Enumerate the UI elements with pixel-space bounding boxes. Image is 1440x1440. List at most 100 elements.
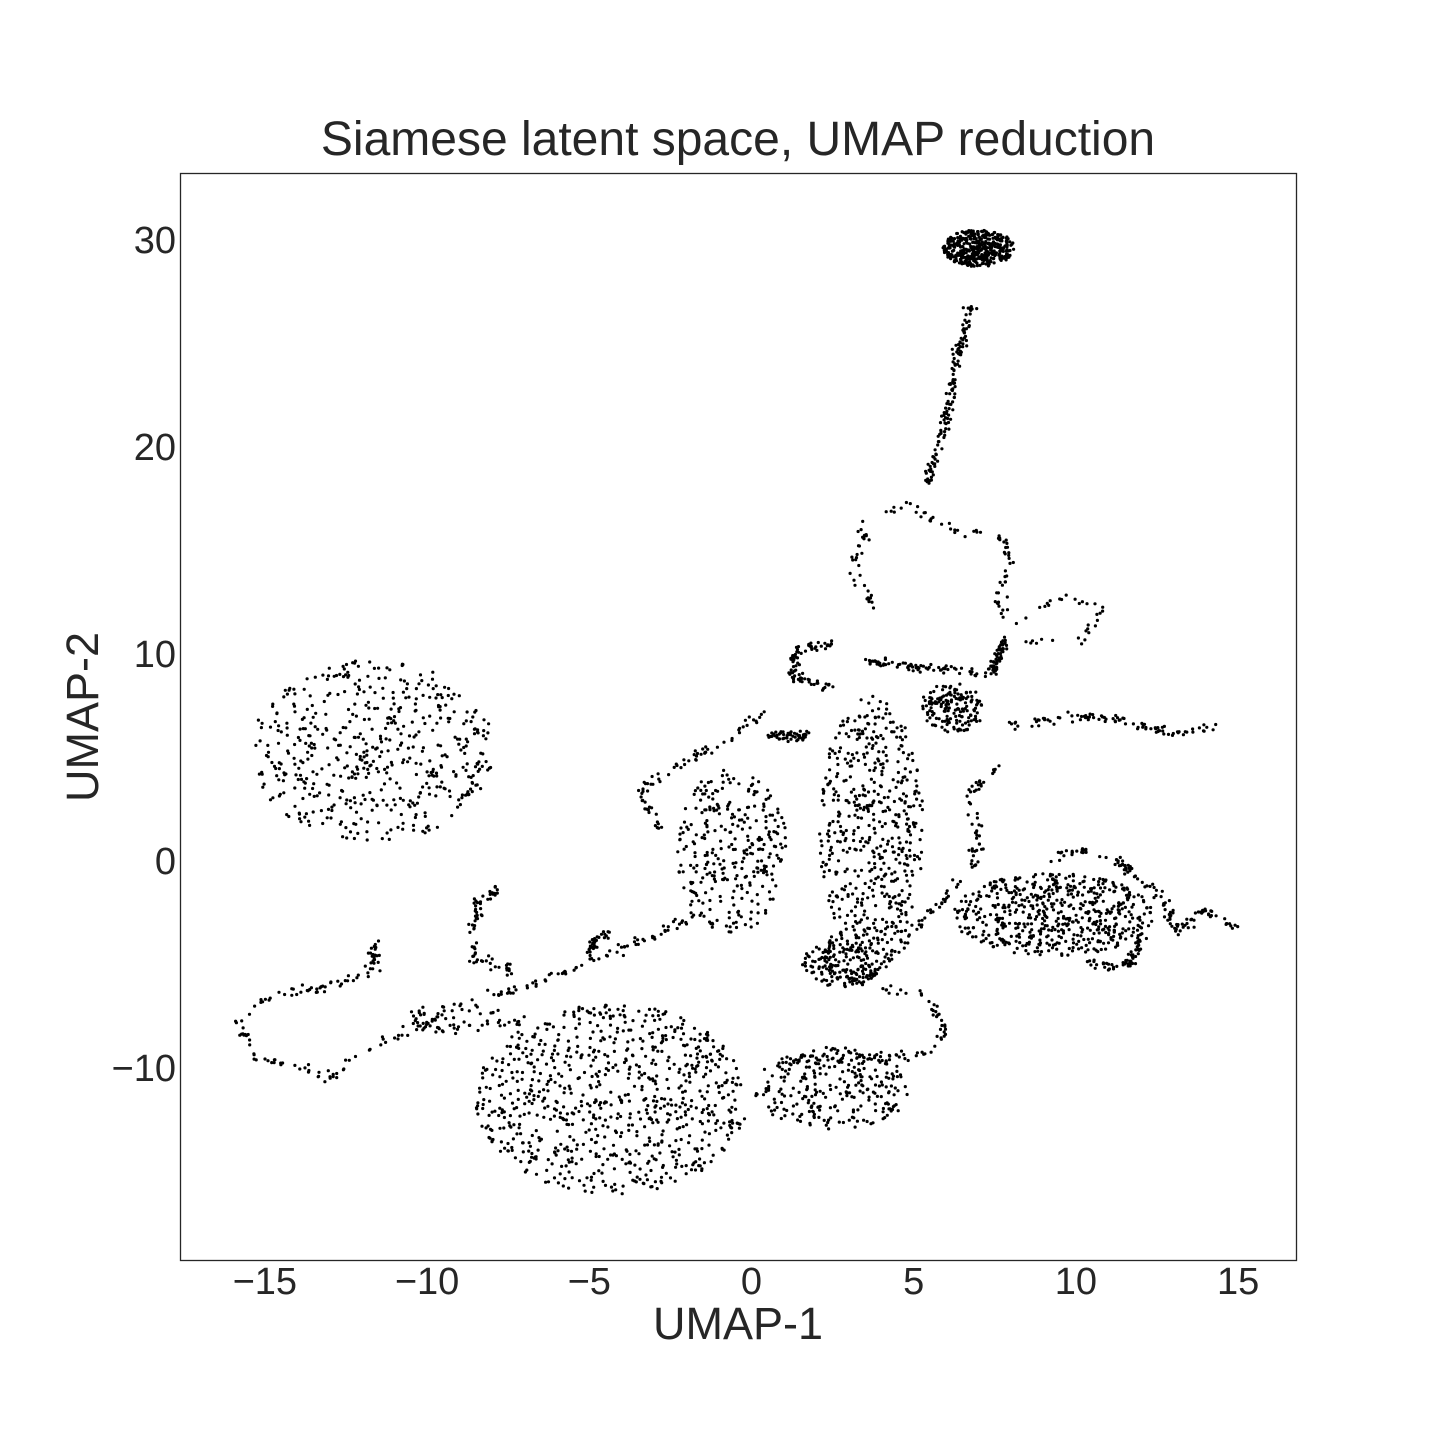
data-point (889, 905, 893, 909)
data-point (853, 794, 858, 798)
data-point (730, 842, 734, 847)
data-point (1131, 930, 1135, 934)
data-point (864, 657, 868, 662)
data-point (1017, 888, 1021, 892)
data-point (827, 868, 832, 873)
data-point (698, 1157, 702, 1161)
data-point (442, 1005, 446, 1009)
data-point (402, 679, 406, 683)
data-point (887, 1107, 891, 1111)
data-point (1054, 919, 1058, 923)
data-point (915, 797, 919, 801)
data-point (789, 656, 793, 660)
data-point (975, 264, 980, 268)
data-point (609, 1103, 613, 1107)
data-point (569, 1149, 574, 1153)
data-point (936, 459, 940, 463)
data-point (1115, 964, 1119, 969)
data-point (942, 694, 946, 698)
data-point (829, 845, 833, 850)
data-point (758, 847, 762, 851)
data-point (841, 1053, 846, 1057)
data-point (405, 682, 409, 686)
data-point (854, 556, 859, 560)
data-point (362, 766, 366, 770)
data-point (890, 924, 894, 929)
data-point (540, 1053, 544, 1057)
data-point (476, 1101, 480, 1105)
data-point (252, 1057, 256, 1061)
data-point (645, 1178, 650, 1182)
data-point (818, 851, 823, 855)
data-point (1185, 917, 1189, 921)
data-point (611, 1189, 615, 1193)
data-point (903, 1085, 907, 1089)
data-point (457, 742, 461, 746)
data-point (234, 1019, 238, 1023)
data-point (287, 814, 291, 819)
data-point (1059, 910, 1063, 914)
data-point (969, 237, 973, 241)
data-point (440, 1029, 444, 1033)
data-point (487, 1135, 491, 1140)
data-point (906, 664, 911, 669)
data-point (759, 868, 763, 872)
data-point (961, 345, 965, 349)
data-point (1120, 883, 1124, 887)
data-point (650, 1154, 654, 1158)
data-point (352, 772, 357, 776)
data-point (655, 1187, 659, 1191)
data-point (1202, 729, 1206, 733)
data-point (939, 668, 943, 672)
data-point (516, 1030, 520, 1034)
data-point (809, 682, 813, 687)
data-point (1026, 916, 1031, 920)
data-point (306, 757, 310, 761)
data-point (840, 897, 844, 901)
data-point (963, 318, 967, 322)
data-point (589, 1064, 593, 1068)
data-point (1021, 888, 1025, 892)
data-point (955, 362, 960, 366)
data-point (907, 824, 912, 829)
data-point (1109, 910, 1113, 914)
data-point (951, 372, 955, 376)
data-point (366, 975, 370, 979)
data-point (651, 1014, 655, 1018)
data-point (421, 785, 425, 789)
data-point (898, 902, 902, 906)
data-point (588, 940, 592, 944)
data-point (922, 695, 926, 699)
data-point (726, 807, 730, 811)
data-point (502, 1115, 506, 1120)
data-point (470, 780, 474, 785)
data-point (889, 1084, 894, 1088)
data-point (363, 797, 367, 802)
data-point (992, 880, 996, 884)
data-point (895, 1069, 899, 1073)
data-point (719, 1126, 723, 1130)
data-point (619, 945, 624, 949)
data-point (814, 977, 818, 981)
data-point (330, 805, 334, 809)
data-point (499, 1140, 503, 1144)
data-point (298, 817, 302, 821)
data-point (734, 877, 738, 881)
data-point (597, 1169, 601, 1173)
data-point (944, 406, 948, 410)
data-point (1207, 912, 1211, 916)
data-point (1066, 883, 1070, 887)
data-point (1055, 947, 1059, 951)
data-point (822, 875, 826, 879)
data-point (853, 583, 857, 587)
data-point (836, 794, 841, 798)
data-point (850, 943, 855, 948)
data-point (1031, 895, 1035, 899)
data-point (1130, 905, 1134, 909)
data-point (677, 1086, 681, 1090)
data-point (315, 987, 319, 991)
data-point (867, 804, 872, 808)
data-point (644, 1013, 648, 1017)
data-point (1123, 863, 1127, 868)
data-point (412, 735, 416, 739)
